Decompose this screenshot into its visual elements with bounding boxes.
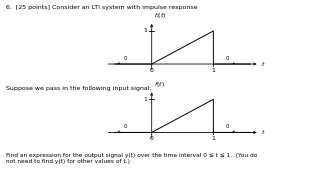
- Text: 1: 1: [212, 136, 215, 141]
- Text: 0: 0: [150, 136, 154, 141]
- Text: 1: 1: [143, 97, 147, 102]
- Text: $t$: $t$: [261, 60, 266, 68]
- Text: 6.  [25 points] Consider an LTI system with impulse response: 6. [25 points] Consider an LTI system wi…: [6, 5, 198, 10]
- Text: 0: 0: [225, 124, 235, 132]
- Text: Find an expression for the output signal y(t) over the time interval 0 ≤ t ≤ 1. : Find an expression for the output signal…: [6, 153, 258, 164]
- Text: $t$: $t$: [261, 128, 266, 136]
- Text: 1: 1: [212, 68, 215, 73]
- Text: Suppose we pass in the following input signal:: Suppose we pass in the following input s…: [6, 86, 152, 91]
- Text: 0: 0: [150, 68, 154, 73]
- Text: 0: 0: [118, 124, 128, 132]
- Text: $h(t)$: $h(t)$: [154, 11, 167, 20]
- Text: 0: 0: [118, 56, 128, 64]
- Text: $f(t)$: $f(t)$: [154, 80, 165, 89]
- Text: 0: 0: [225, 56, 235, 64]
- Text: 1: 1: [143, 28, 147, 33]
